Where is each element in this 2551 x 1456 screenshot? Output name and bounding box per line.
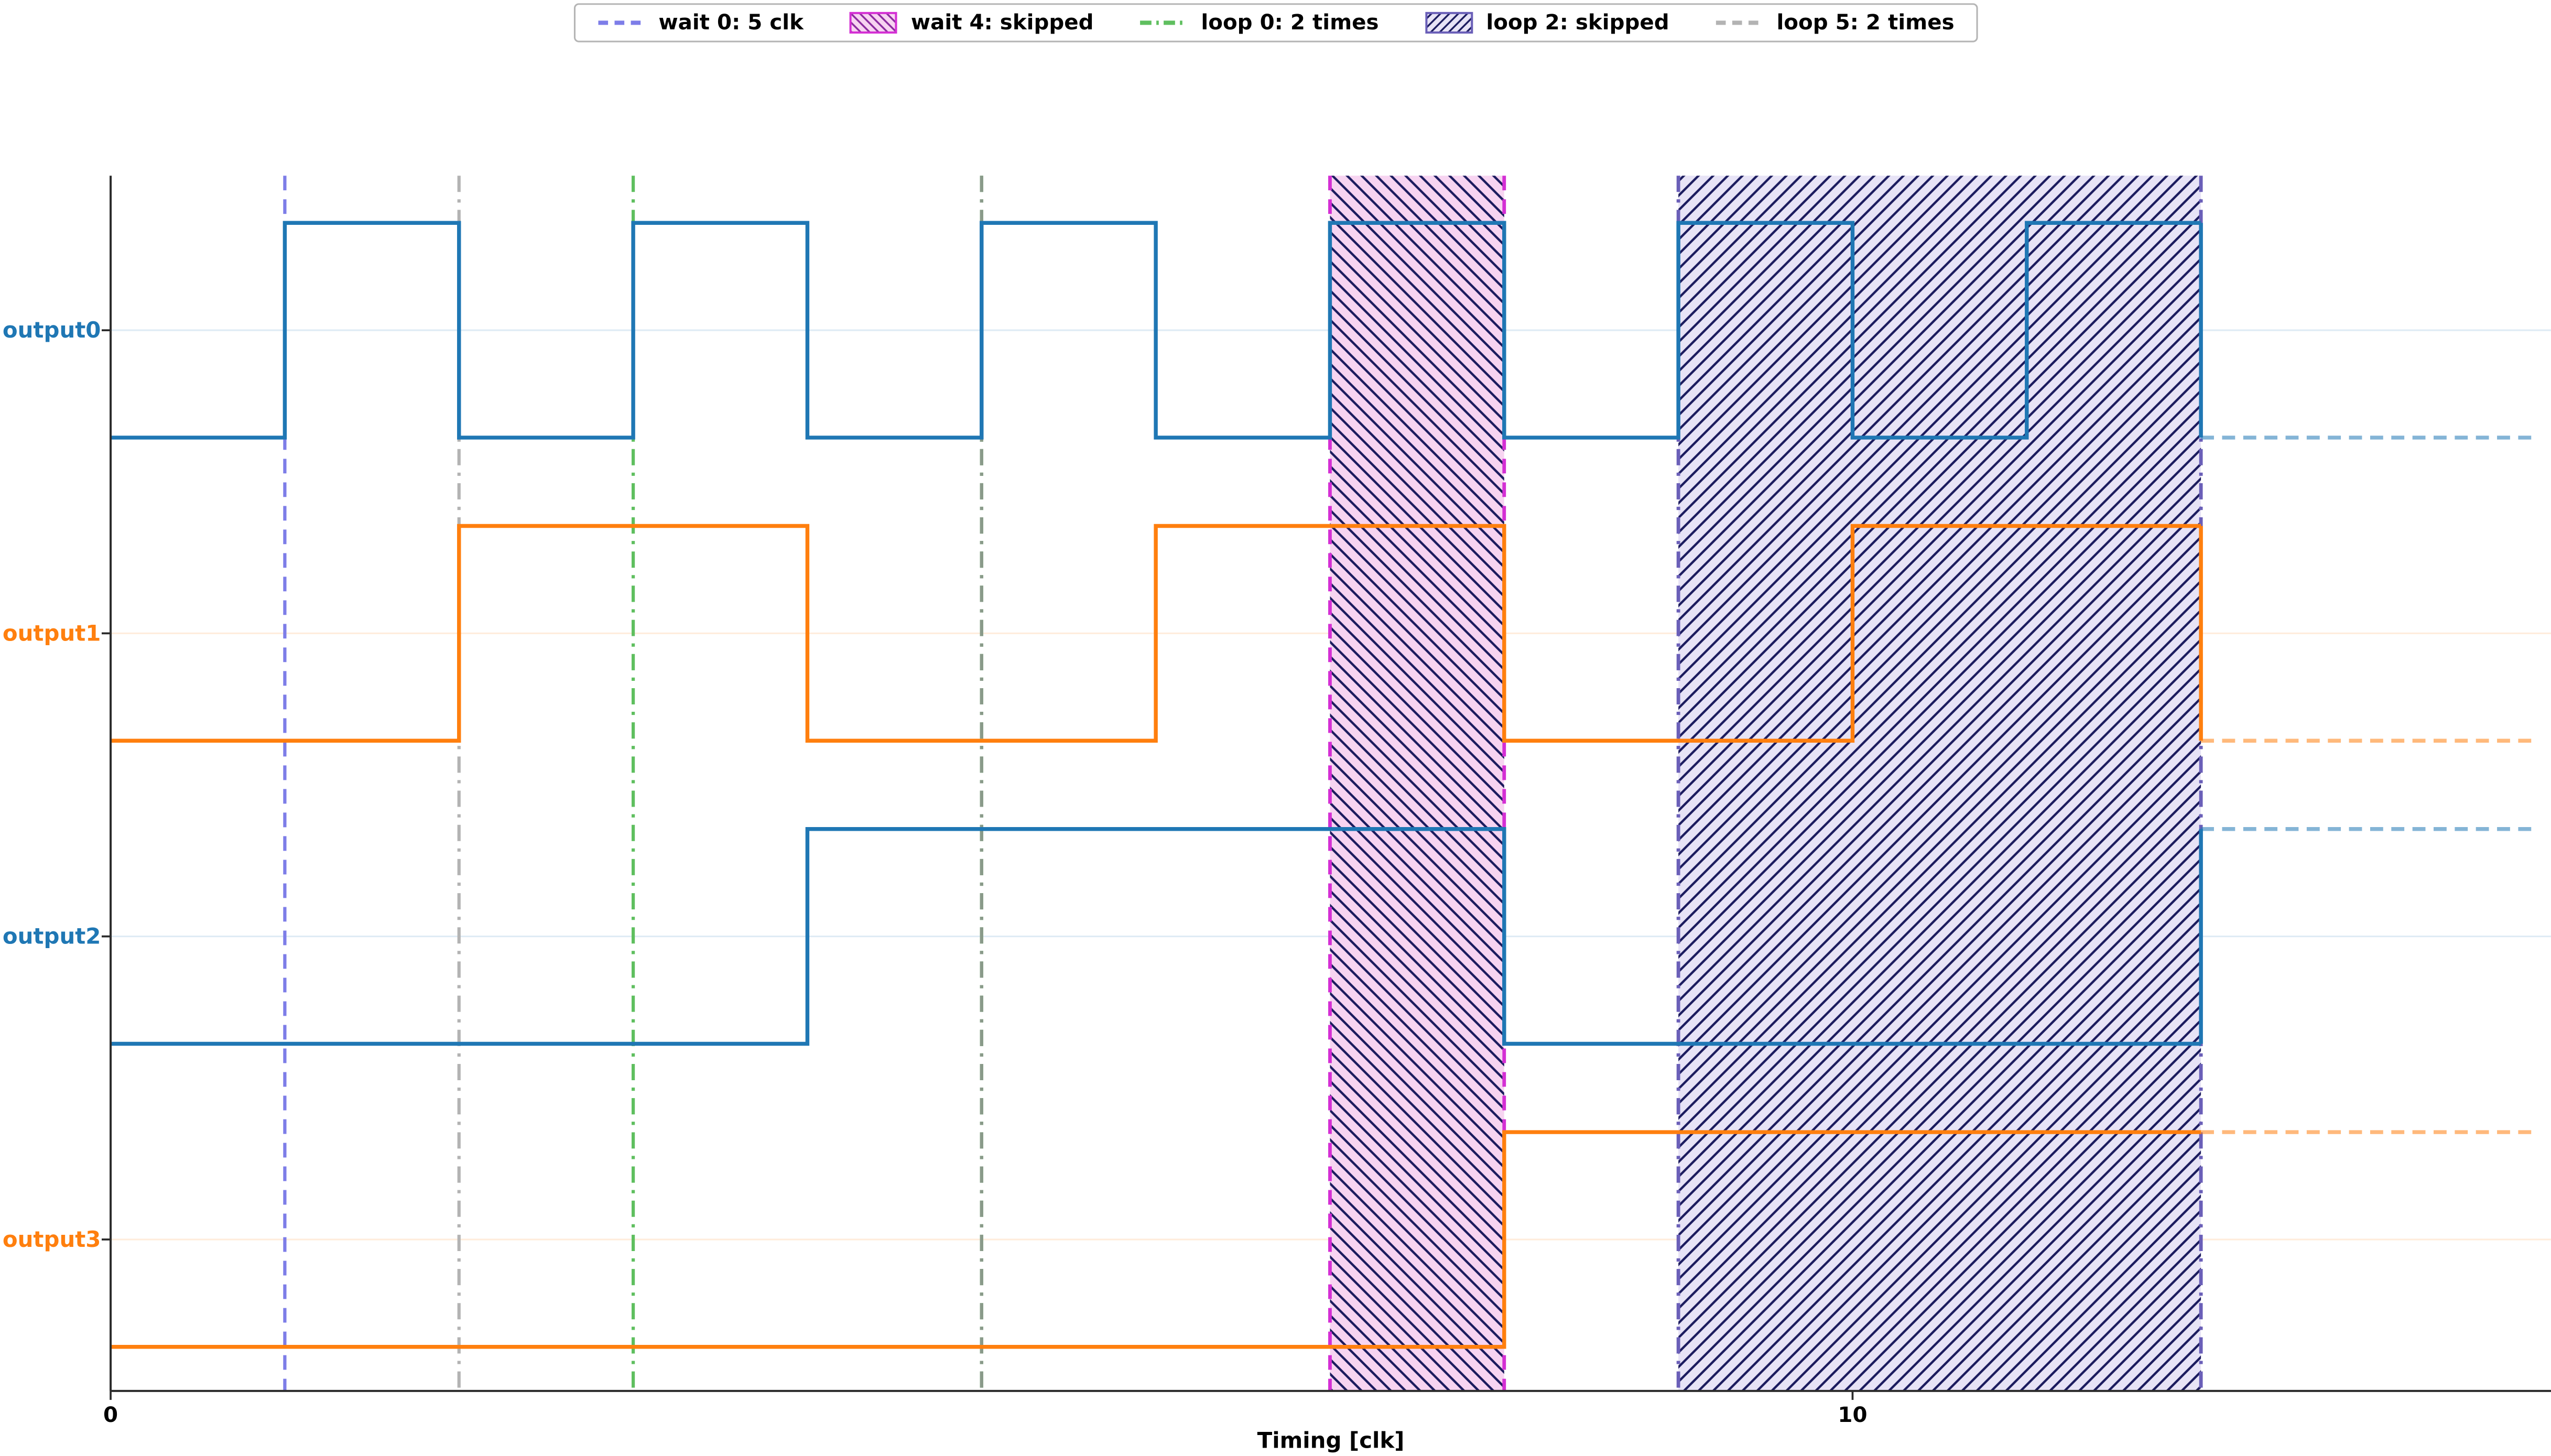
dashed-line-swatch-icon bbox=[598, 20, 644, 25]
waveform-output0 bbox=[111, 221, 2201, 440]
legend: wait 0: 5 clk wait 4: skipped loop 0: 2 ti… bbox=[573, 3, 1978, 42]
legend-item-label: loop 5: 2 times bbox=[1776, 10, 1955, 35]
x-axis-label: Timing [clk] bbox=[1257, 1428, 1405, 1454]
y-axis-label-output3: output3 bbox=[3, 1226, 101, 1252]
signal-output2 bbox=[111, 827, 2538, 1046]
legend-item-loop-5-2-times: loop 5: 2 times bbox=[1715, 12, 1955, 34]
region-wait-4-skipped bbox=[1328, 176, 1506, 1391]
waveform-output2 bbox=[111, 827, 2201, 1046]
signal-output1 bbox=[111, 524, 2538, 743]
legend-patch-hatch bbox=[1425, 12, 1473, 34]
legend-item-label: wait 4: skipped bbox=[910, 10, 1094, 35]
legend-item-label: loop 0: 2 times bbox=[1201, 10, 1379, 35]
legend-item-loop-2-skipped: loop 2: skipped bbox=[1424, 12, 1669, 34]
dashed-line-swatch-icon bbox=[1716, 20, 1762, 25]
hatch-patch-slash-swatch-icon bbox=[1425, 12, 1473, 34]
waveform-output1 bbox=[111, 524, 2201, 743]
y-axis-label-output0: output0 bbox=[3, 317, 101, 343]
y-axis-label-output1: output1 bbox=[3, 620, 101, 646]
legend-item-label: loop 2: skipped bbox=[1486, 10, 1669, 35]
region-hatch bbox=[1330, 176, 1504, 1391]
signal-output0 bbox=[111, 221, 2538, 440]
region-loop-2-skipped bbox=[1676, 176, 2203, 1391]
waveform-output3 bbox=[111, 1130, 2201, 1349]
hatch-patch-backslash-swatch-icon bbox=[850, 12, 897, 34]
signal-output3 bbox=[111, 1130, 2538, 1349]
region-hatch bbox=[1678, 176, 2201, 1391]
x-tick-label-10: 10 bbox=[1838, 1403, 1867, 1427]
legend-patch-hatch bbox=[850, 12, 897, 34]
legend-item-wait-0-5-clk: wait 0: 5 clk bbox=[596, 12, 804, 34]
legend-item-wait-4-skipped: wait 4: skipped bbox=[849, 12, 1094, 34]
x-tick-label-0: 0 bbox=[103, 1403, 118, 1427]
dashdot-line-swatch-icon bbox=[1141, 20, 1187, 25]
y-axis-label-output2: output2 bbox=[3, 923, 101, 949]
legend-item-loop-0-2-times: loop 0: 2 times bbox=[1139, 10, 1379, 35]
legend-item-label: wait 0: 5 clk bbox=[658, 10, 804, 35]
